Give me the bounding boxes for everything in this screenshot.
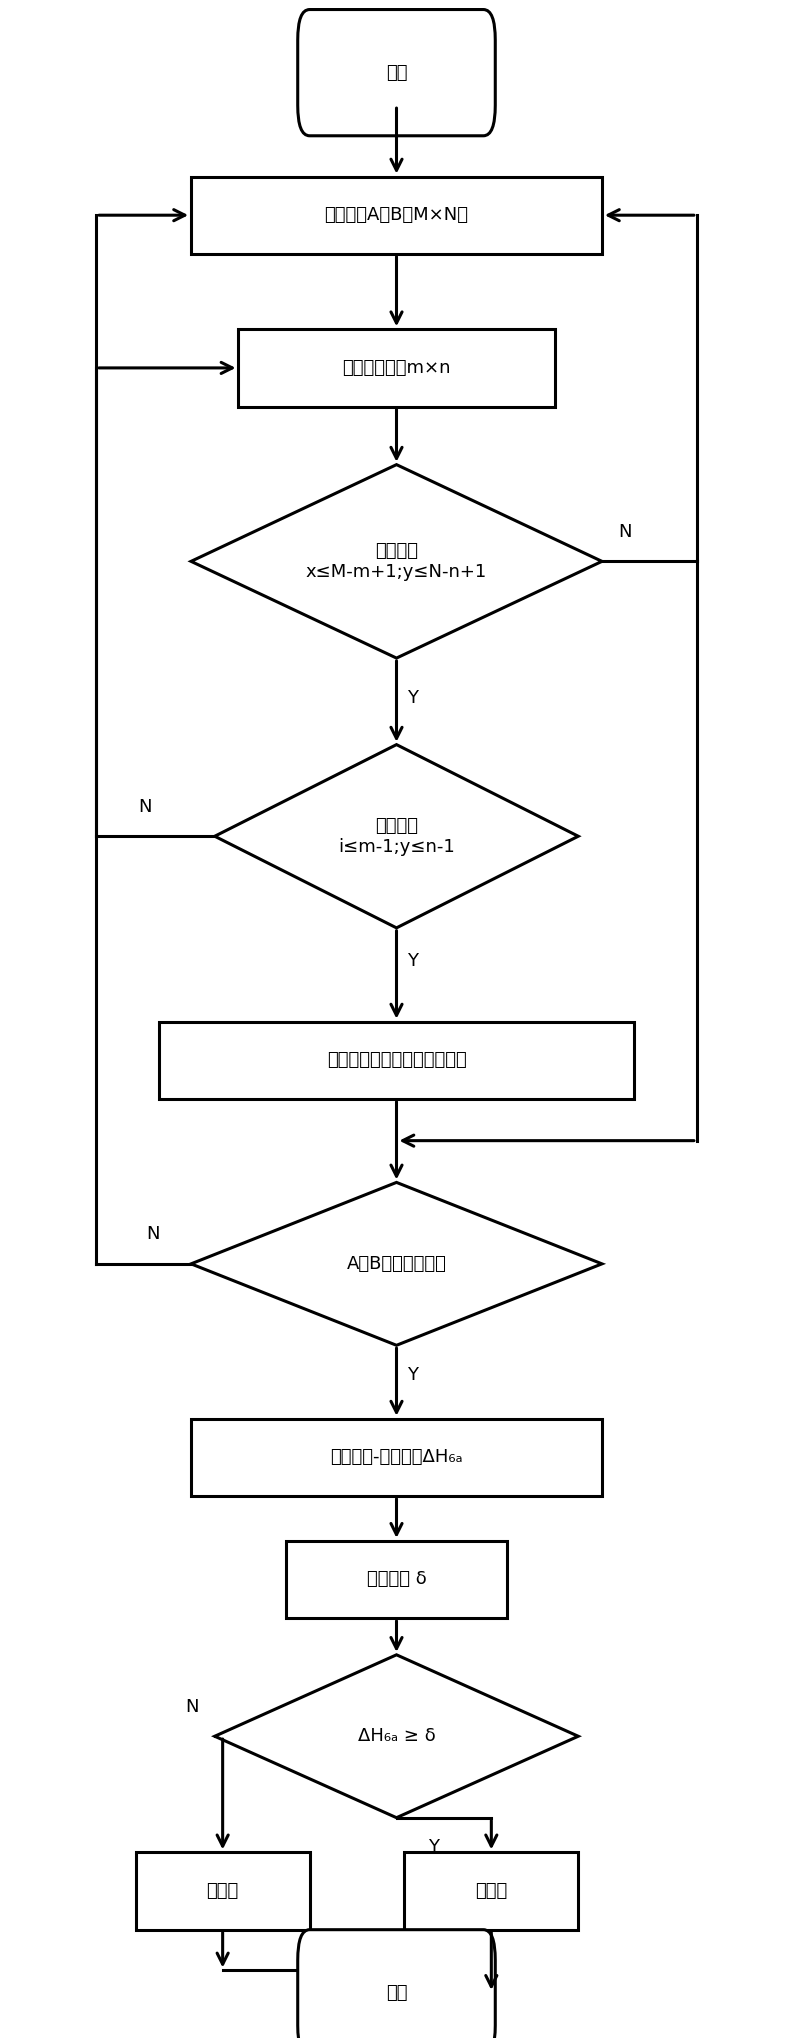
Polygon shape [191,465,602,659]
Text: ΔH₆ₐ ≥ δ: ΔH₆ₐ ≥ δ [358,1727,435,1745]
Text: 有泄漏: 有泄漏 [475,1882,508,1900]
Text: 设定模板大小m×n: 设定模板大小m×n [343,359,450,377]
FancyBboxPatch shape [297,1929,496,2039]
Text: Y: Y [407,689,418,708]
Text: 模板循环
x≤M-m+1;y≤N-n+1: 模板循环 x≤M-m+1;y≤N-n+1 [306,542,487,581]
Polygon shape [215,744,578,928]
Bar [404,1851,578,1929]
Text: A和B都已计算完成: A和B都已计算完成 [347,1254,446,1272]
Text: 开始: 开始 [385,63,408,82]
Text: Y: Y [407,952,418,971]
Text: N: N [138,797,151,816]
Text: 计算模板灰度均值和灰度概率: 计算模板灰度均值和灰度概率 [327,1052,466,1068]
FancyBboxPatch shape [297,10,496,137]
Bar [136,1851,309,1929]
Text: N: N [186,1698,199,1717]
Polygon shape [191,1183,602,1346]
Text: 结束: 结束 [385,1984,408,2002]
Bar [159,1022,634,1099]
Text: 像素循环
i≤m-1;y≤n-1: 像素循环 i≤m-1;y≤n-1 [338,818,455,856]
Bar [285,1541,508,1619]
Text: 计算灰度-熵差矩阵ΔH₆ₐ: 计算灰度-熵差矩阵ΔH₆ₐ [330,1448,463,1466]
Text: 无泄漏: 无泄漏 [206,1882,239,1900]
Text: 读取图像A和B（M×N）: 读取图像A和B（M×N） [324,206,469,224]
Text: Y: Y [407,1366,418,1384]
Text: 设定阈値 δ: 设定阈値 δ [366,1570,427,1588]
Text: Y: Y [428,1837,439,1855]
Polygon shape [215,1656,578,1817]
Bar [239,328,554,406]
Text: N: N [618,522,631,540]
Bar [191,177,602,255]
Bar [191,1419,602,1497]
Text: N: N [146,1225,159,1244]
